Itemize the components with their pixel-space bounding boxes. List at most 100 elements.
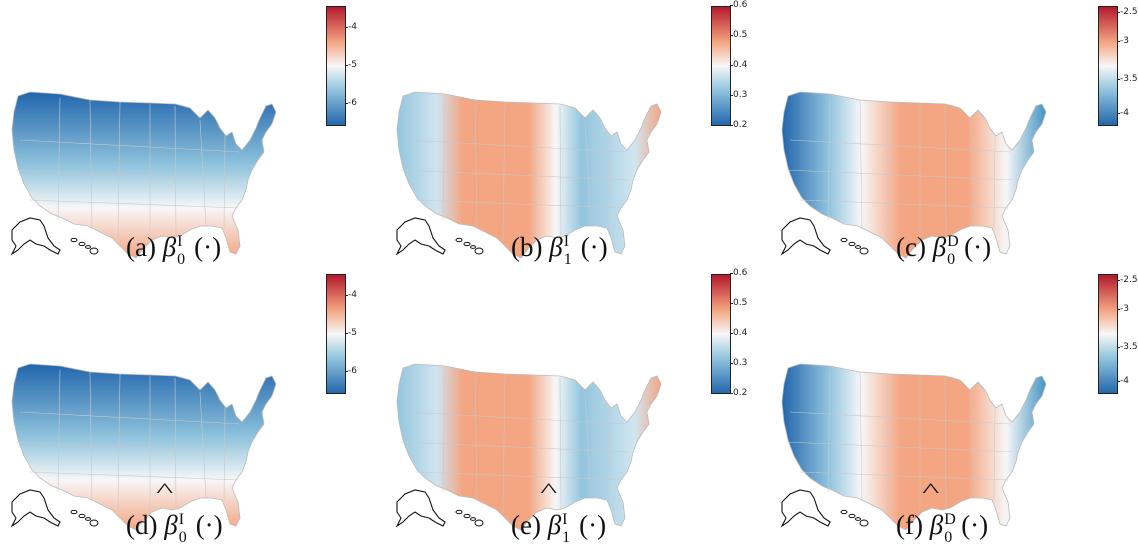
colorbar-tick: -4 (345, 21, 357, 32)
state-boundary (474, 99, 478, 229)
caption-a: (a) β I 0 (·) (126, 232, 221, 268)
state-boundary (584, 119, 592, 227)
colorbar-tick: 0.6 (729, 0, 748, 10)
state-boundary (474, 371, 478, 501)
caption-argument: (·) (961, 510, 989, 540)
colorbar-strip (326, 6, 346, 126)
caption-c: (c) β D 0 (·) (896, 232, 991, 268)
caption-f: (f) β ^ D 0 (·) (896, 480, 989, 546)
alaska-outline (395, 489, 446, 528)
caption-superscript: I (563, 233, 570, 250)
hat-accent: ^ (921, 480, 939, 502)
hawaii-island (859, 519, 869, 527)
state-boundary (442, 369, 446, 493)
us-map-c (780, 91, 1047, 259)
panel-a: -4 -5 -6 (a) β I 0 (·) (0, 0, 370, 270)
state-boundary (117, 101, 121, 241)
state-boundary (859, 371, 863, 501)
state-boundary (414, 199, 624, 209)
state-boundary (789, 411, 1011, 425)
alaska-outline (395, 217, 446, 256)
colorbar-tick: -3 (1117, 36, 1129, 46)
state-boundary (969, 119, 977, 227)
colorbar-tick: -4 (345, 289, 357, 300)
state-boundary (174, 377, 177, 509)
state-boundary (57, 369, 61, 493)
panel-c: -2.5 -3 -3.5 -4 (c) β D 0 (·) (770, 0, 1138, 270)
conus-shape (781, 363, 1047, 531)
panel-b: 0.6 0.5 0.4 0.3 0.2 (b) β I 1 (·) (385, 0, 755, 270)
us-map-d (10, 363, 277, 531)
hawaii-island (85, 517, 91, 521)
colorbar-tick: -2.5 (1117, 275, 1138, 286)
colorbar-tick: -5 (345, 328, 357, 338)
colorbar-tick: 0.2 (729, 388, 748, 398)
state-boundary (15, 441, 245, 453)
caption-symbol: β (547, 510, 562, 540)
state-boundary (15, 169, 245, 181)
colorbar-tick: -6 (345, 98, 357, 109)
state-boundary (57, 97, 61, 221)
caption-superscript: I (177, 233, 183, 250)
state-boundary (89, 371, 93, 501)
colorbar-strip (1098, 6, 1118, 126)
caption-subscript: 1 (562, 529, 571, 546)
conus-shape (11, 363, 277, 531)
caption-argument: (·) (580, 232, 608, 262)
hawaii-island (855, 517, 861, 521)
hawaii-island (70, 509, 78, 515)
state-boundary (29, 471, 239, 481)
caption-subscript: 0 (947, 251, 956, 268)
state-boundary (19, 411, 241, 425)
panel-f: -2.5 -3 -3.5 -4 (f) β ^ D 0 (·) (770, 272, 1138, 546)
colorbar-strip (711, 274, 731, 394)
caption-superscript: I (562, 511, 568, 528)
hawaii-island (474, 519, 484, 527)
panel-e: 0.6 0.5 0.4 0.3 0.2 (e) β ^ I 1 (·) (385, 268, 755, 546)
hawaii-island (474, 247, 484, 255)
caption-subscript: 0 (177, 251, 186, 268)
colorbar-tick: 0.3 (729, 358, 748, 368)
colorbar-tick: 0.6 (729, 268, 748, 278)
colorbar-tick: 0.4 (729, 328, 748, 338)
hawaii-island (455, 509, 463, 515)
us-map-e (395, 363, 662, 531)
state-boundary (404, 139, 626, 153)
caption-b: (b) β I 1 (·) (511, 232, 608, 268)
colorbar-tick: -5 (345, 60, 357, 70)
colorbar-tick: -4 (1117, 108, 1129, 118)
state-boundary (887, 373, 891, 513)
state-boundary (400, 441, 630, 453)
alaska-outline (10, 489, 61, 528)
colorbar-tick: -2.5 (1117, 7, 1138, 18)
hawaii-island (85, 245, 91, 249)
state-boundary (827, 97, 831, 221)
state-boundary (559, 377, 562, 509)
state-boundary (944, 377, 947, 509)
state-boundary (199, 391, 207, 499)
caption-letter: (e) (511, 510, 541, 540)
caption-letter: (d) (126, 510, 158, 540)
hawaii-island (855, 245, 861, 249)
hat-accent: ^ (539, 480, 557, 502)
state-boundary (584, 391, 592, 499)
hawaii-island (463, 241, 471, 247)
state-boundary (859, 99, 863, 229)
colorbar-tick: -3 (1117, 304, 1129, 314)
hawaii-island (840, 237, 848, 243)
colorbar-tick: -6 (345, 366, 357, 377)
state-boundary (442, 97, 446, 221)
state-boundary (199, 119, 207, 227)
caption-symbol: β (162, 232, 177, 262)
hawaii-island (70, 237, 78, 243)
alaska-outline (780, 217, 831, 256)
hawaii-island (89, 519, 99, 527)
state-boundary (887, 101, 891, 241)
colorbar-tick: 0.5 (729, 298, 748, 308)
caption-e: (e) β ^ I 1 (·) (511, 480, 607, 546)
colorbar-strip (326, 274, 346, 394)
caption-argument: (·) (579, 510, 607, 540)
caption-superscript: D (944, 511, 956, 528)
colorbar-tick: 0.2 (729, 120, 748, 130)
caption-d: (d) β ^ I 0 (·) (126, 480, 223, 546)
